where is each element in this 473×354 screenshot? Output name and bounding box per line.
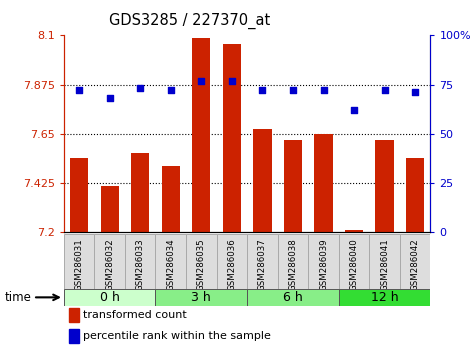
Text: GSM286037: GSM286037 bbox=[258, 238, 267, 291]
Text: percentile rank within the sample: percentile rank within the sample bbox=[83, 331, 271, 341]
Text: 0 h: 0 h bbox=[100, 291, 120, 304]
Point bbox=[136, 86, 144, 91]
Bar bbox=[315, 133, 333, 232]
FancyBboxPatch shape bbox=[308, 234, 339, 289]
Point bbox=[198, 78, 205, 84]
Text: GSM286034: GSM286034 bbox=[166, 238, 175, 291]
Bar bbox=[192, 38, 210, 232]
Point bbox=[106, 96, 114, 101]
Bar bbox=[100, 186, 119, 232]
Text: GSM286031: GSM286031 bbox=[75, 238, 84, 291]
Bar bbox=[70, 158, 88, 232]
Text: GSM286032: GSM286032 bbox=[105, 238, 114, 291]
FancyBboxPatch shape bbox=[64, 289, 156, 306]
Text: 12 h: 12 h bbox=[371, 291, 398, 304]
Bar bbox=[162, 166, 180, 232]
Text: 6 h: 6 h bbox=[283, 291, 303, 304]
Bar bbox=[345, 230, 363, 232]
Point bbox=[75, 87, 83, 93]
Bar bbox=[131, 153, 149, 232]
FancyBboxPatch shape bbox=[369, 234, 400, 289]
Bar bbox=[284, 140, 302, 232]
Text: GSM286039: GSM286039 bbox=[319, 238, 328, 291]
Point bbox=[289, 87, 297, 93]
FancyBboxPatch shape bbox=[186, 234, 217, 289]
Point bbox=[259, 87, 266, 93]
Bar bbox=[223, 44, 241, 232]
Text: GDS3285 / 227370_at: GDS3285 / 227370_at bbox=[109, 12, 270, 29]
FancyBboxPatch shape bbox=[339, 234, 369, 289]
Bar bbox=[406, 158, 424, 232]
Point bbox=[320, 87, 327, 93]
FancyBboxPatch shape bbox=[95, 234, 125, 289]
Text: time: time bbox=[5, 291, 32, 304]
Bar bbox=[376, 140, 394, 232]
Text: GSM286041: GSM286041 bbox=[380, 238, 389, 291]
Point bbox=[167, 87, 175, 93]
FancyBboxPatch shape bbox=[339, 289, 430, 306]
Text: transformed count: transformed count bbox=[83, 310, 186, 320]
Bar bbox=[253, 129, 272, 232]
FancyBboxPatch shape bbox=[217, 234, 247, 289]
FancyBboxPatch shape bbox=[247, 234, 278, 289]
Text: GSM286036: GSM286036 bbox=[228, 238, 236, 291]
FancyBboxPatch shape bbox=[247, 289, 339, 306]
FancyBboxPatch shape bbox=[156, 289, 247, 306]
Text: GSM286033: GSM286033 bbox=[136, 238, 145, 291]
Point bbox=[228, 78, 236, 84]
FancyBboxPatch shape bbox=[278, 234, 308, 289]
Point bbox=[412, 90, 419, 95]
FancyBboxPatch shape bbox=[64, 234, 95, 289]
Point bbox=[350, 107, 358, 113]
FancyBboxPatch shape bbox=[125, 234, 156, 289]
Text: 3 h: 3 h bbox=[192, 291, 211, 304]
Text: GSM286035: GSM286035 bbox=[197, 238, 206, 291]
FancyBboxPatch shape bbox=[156, 234, 186, 289]
Point bbox=[381, 87, 388, 93]
Text: GSM286042: GSM286042 bbox=[411, 238, 420, 291]
FancyBboxPatch shape bbox=[400, 234, 430, 289]
Text: GSM286038: GSM286038 bbox=[289, 238, 298, 291]
Text: GSM286040: GSM286040 bbox=[350, 238, 359, 291]
